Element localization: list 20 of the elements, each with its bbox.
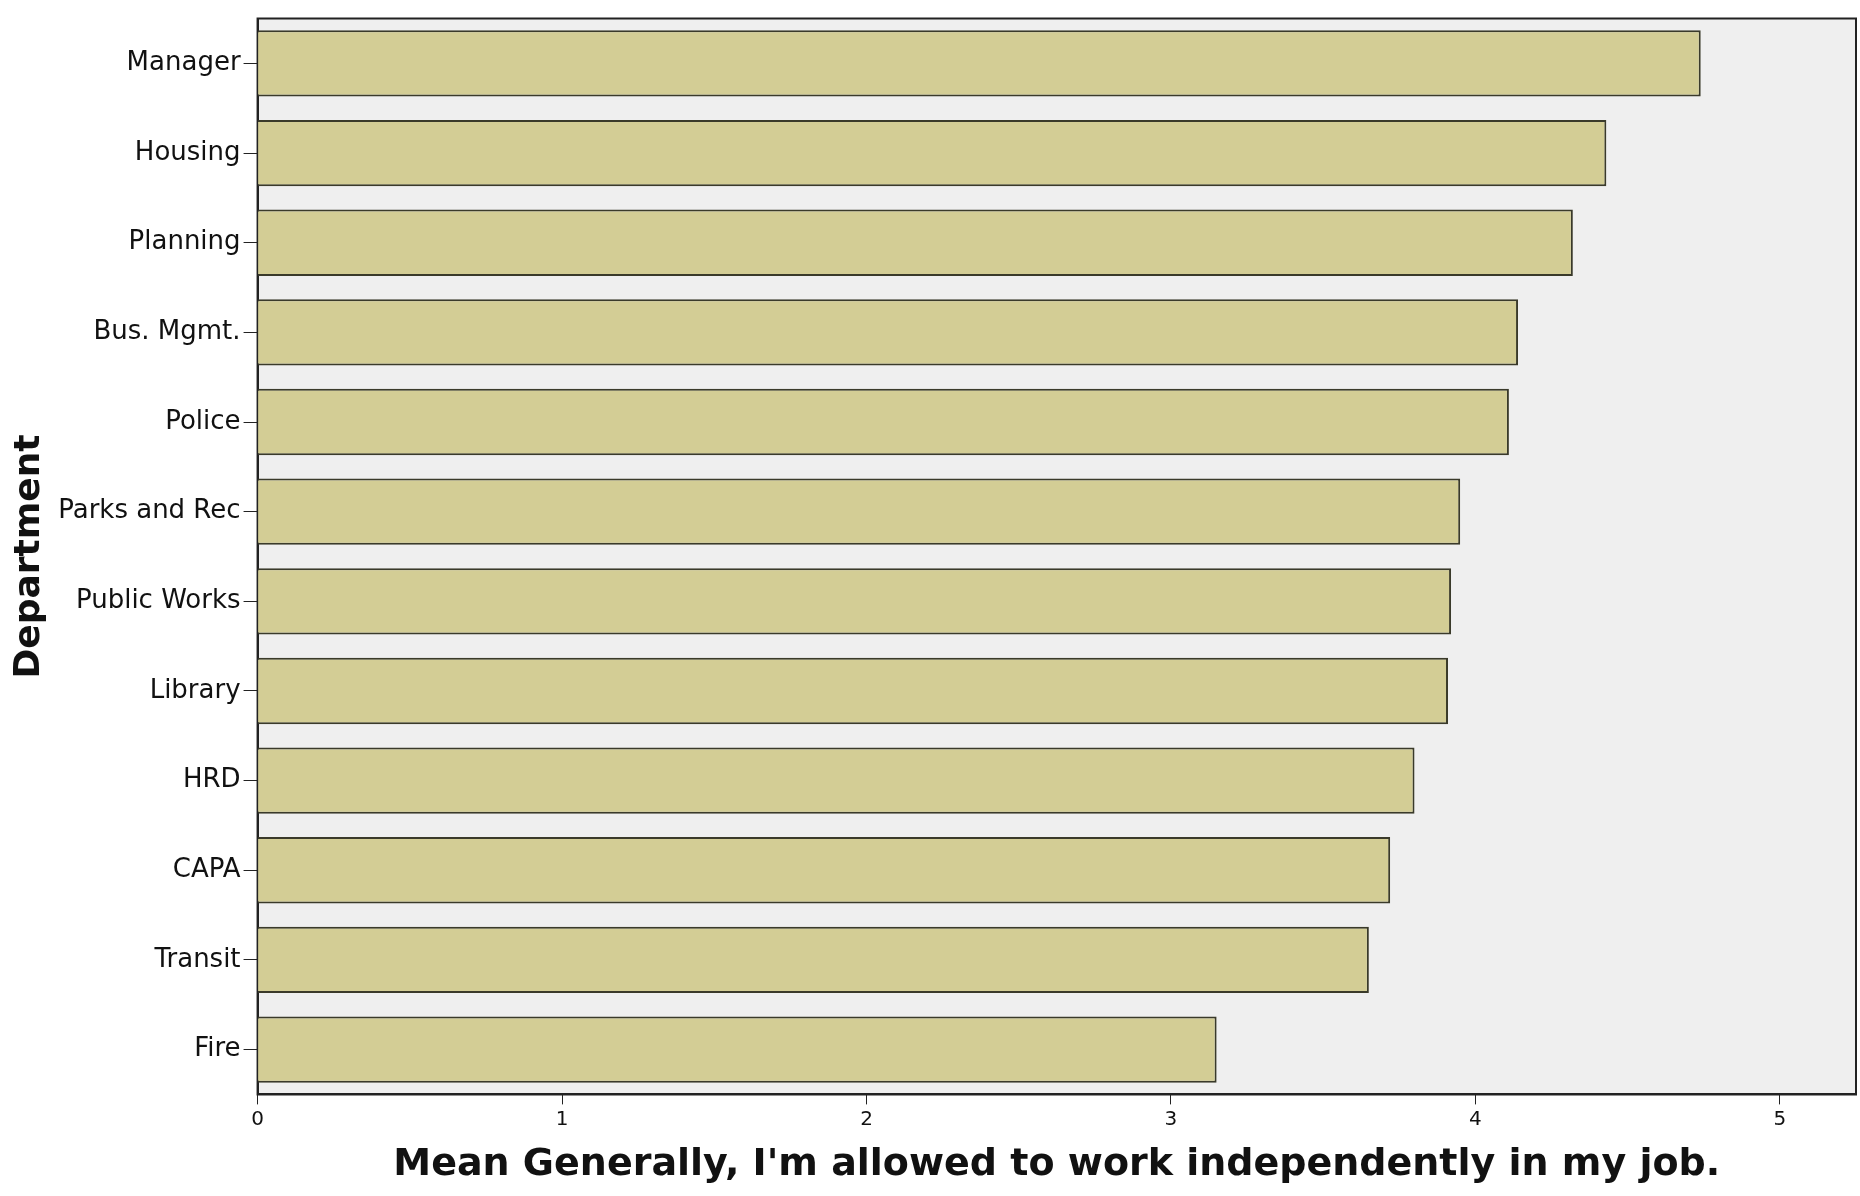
y-tick-label: Public Works xyxy=(75,584,241,615)
x-tick-label: 2 xyxy=(860,1105,873,1130)
y-tick-label: Police xyxy=(165,404,241,435)
y-tick-label: Transit xyxy=(153,942,241,973)
y-tick-label: HRD xyxy=(182,763,241,794)
y-tick-label: Planning xyxy=(128,225,241,256)
y-tick-label: Library xyxy=(149,673,241,704)
x-tick-label: 3 xyxy=(1164,1105,1178,1130)
x-tick-label: 5 xyxy=(1773,1105,1787,1130)
y-tick-label: Parks and Rec xyxy=(58,494,241,525)
y-tick-label: Housing xyxy=(134,135,241,166)
x-tick-label: 0 xyxy=(251,1105,264,1130)
y-tick-label: CAPA xyxy=(172,853,241,884)
x-axis-title: Mean Generally, I'm allowed to work independently in my job. xyxy=(393,1140,1721,1185)
y-tick-label: Fire xyxy=(194,1032,241,1063)
x-tick-label: 4 xyxy=(1469,1105,1482,1130)
y-axis-title: Department xyxy=(5,434,47,679)
y-tick-label: Bus. Mgmt. xyxy=(93,315,241,346)
x-tick-label: 1 xyxy=(555,1105,569,1130)
y-tick-label: Manager xyxy=(126,46,241,77)
